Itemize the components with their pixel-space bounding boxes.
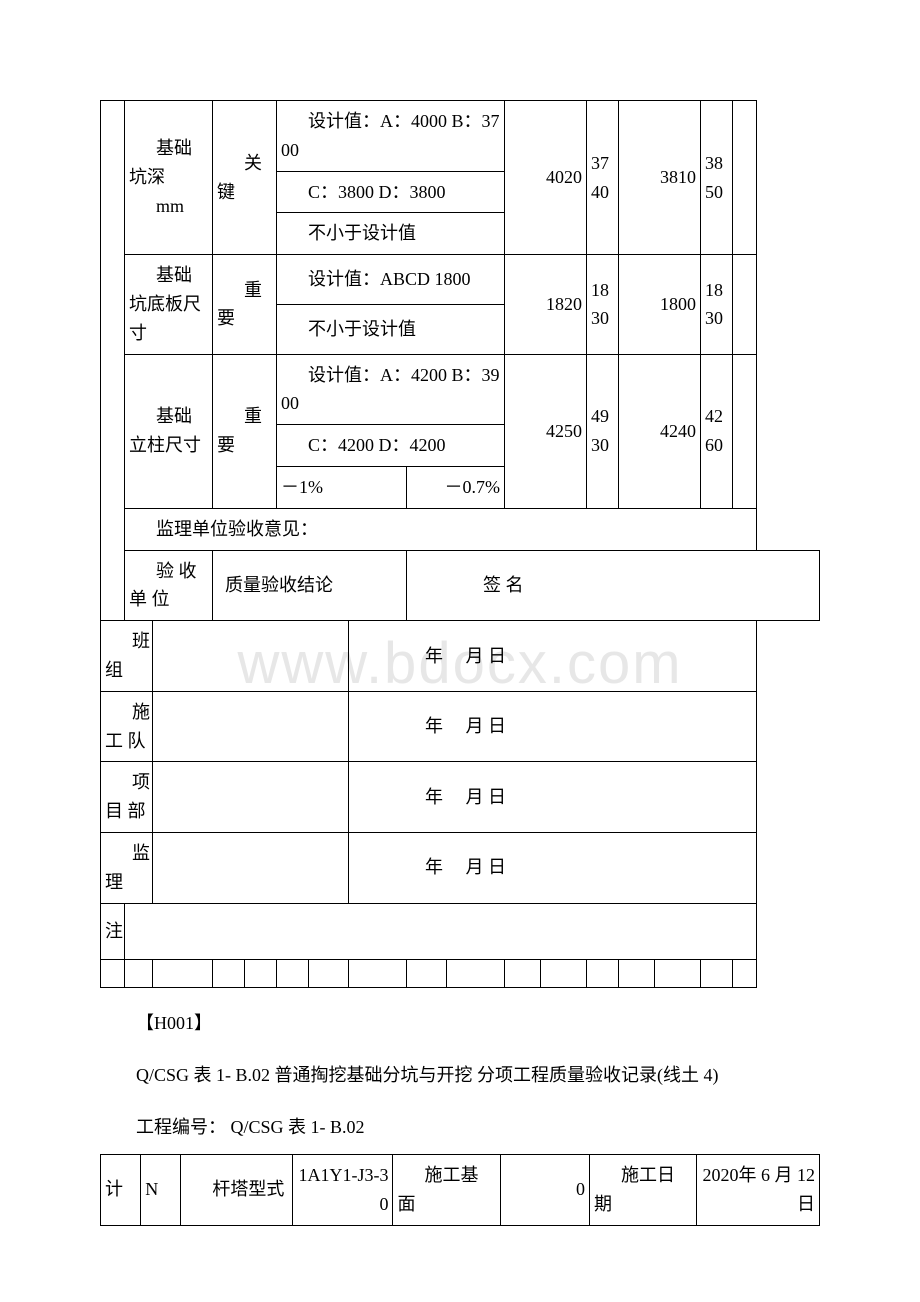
- row3-tol1: －1%: [277, 466, 407, 508]
- supervisor-label: 监 理: [101, 832, 153, 903]
- signature-header: 签 名: [407, 550, 820, 621]
- crew-sign[interactable]: 年 月 日: [349, 691, 757, 762]
- row3-label: 基础立柱尺寸: [125, 354, 213, 508]
- row1-valB: 3740: [587, 101, 619, 255]
- row2-valD: 1830: [701, 255, 733, 354]
- row1-valC: 3810: [619, 101, 701, 255]
- note-label: 注: [101, 903, 125, 959]
- row1-spec1: 设计值：A：4000 B：3700: [277, 101, 505, 172]
- acceptance-table: 基础坑深 mm 关键 设计值：A：4000 B：3700 4020 3740 3…: [100, 100, 820, 988]
- header-info-table: 计 N 杆塔型式 1A1Y1-J3-30 施工基面 0 施工日期 2020年 6…: [100, 1154, 820, 1226]
- dept-label: 项 目 部: [101, 762, 153, 833]
- bottom-grid-row: [101, 959, 820, 987]
- team-sign[interactable]: 年 月 日: [349, 621, 757, 692]
- row1-category: 关键: [213, 101, 277, 255]
- row1-label: 基础坑深 mm: [125, 101, 213, 255]
- note-content[interactable]: [125, 903, 757, 959]
- code-line: 【H001】: [100, 1006, 820, 1040]
- supervisor-sign[interactable]: 年 月 日: [349, 832, 757, 903]
- acceptance-unit-header: 验 收 单 位: [125, 550, 213, 621]
- dept-conclusion[interactable]: [153, 762, 349, 833]
- t2-tower-val: 1A1Y1-J3-30: [293, 1155, 393, 1226]
- row3-valA: 4250: [505, 354, 587, 508]
- row2-spec: 设计值：ABCD 1800: [277, 255, 505, 305]
- row3-valC: 4240: [619, 354, 701, 508]
- title-line: Q/CSG 表 1- B.02 普通掏挖基础分坑与开挖 分项工程质量验收记录(线…: [100, 1058, 820, 1092]
- supervisor-conclusion[interactable]: [153, 832, 349, 903]
- crew-conclusion[interactable]: [153, 691, 349, 762]
- crew-label: 施 工 队: [101, 691, 153, 762]
- row3-tol2: －0.7%: [407, 466, 505, 508]
- row1-valA: 4020: [505, 101, 587, 255]
- row1-criteria: 不小于设计值: [277, 213, 505, 255]
- t2-col1: 计: [101, 1155, 141, 1226]
- team-conclusion[interactable]: [153, 621, 349, 692]
- t2-date-label: 施工日期: [589, 1155, 696, 1226]
- row2-criteria: 不小于设计值: [277, 304, 505, 354]
- project-no-line: 工程编号： Q/CSG 表 1- B.02: [100, 1110, 820, 1144]
- t2-base-val: 0: [500, 1155, 589, 1226]
- row2-category: 重要: [213, 255, 277, 354]
- row2-label: 基础坑底板尺寸: [125, 255, 213, 354]
- row3-spec2: C：4200 D：4200: [277, 425, 505, 467]
- row3-category: 重要: [213, 354, 277, 508]
- row3-valB: 4930: [587, 354, 619, 508]
- row3-valD: 4260: [701, 354, 733, 508]
- row1-valD: 3850: [701, 101, 733, 255]
- supervisor-opinion: 监理单位验收意见：: [125, 508, 757, 550]
- t2-col2: N: [141, 1155, 181, 1226]
- row1-spec2: C：3800 D：3800: [277, 171, 505, 213]
- row2-valA: 1820: [505, 255, 587, 354]
- dept-sign[interactable]: 年 月 日: [349, 762, 757, 833]
- row2-valB: 1830: [587, 255, 619, 354]
- row3-spec1: 设计值：A：4200 B：3900: [277, 354, 505, 425]
- conclusion-header: 质量验收结论: [213, 550, 407, 621]
- row2-valC: 1800: [619, 255, 701, 354]
- t2-base-label: 施工基面: [393, 1155, 500, 1226]
- t2-date-val: 2020年 6 月 12日: [697, 1155, 820, 1226]
- team-label: 班组: [101, 621, 153, 692]
- t2-tower-label: 杆塔型式: [181, 1155, 293, 1226]
